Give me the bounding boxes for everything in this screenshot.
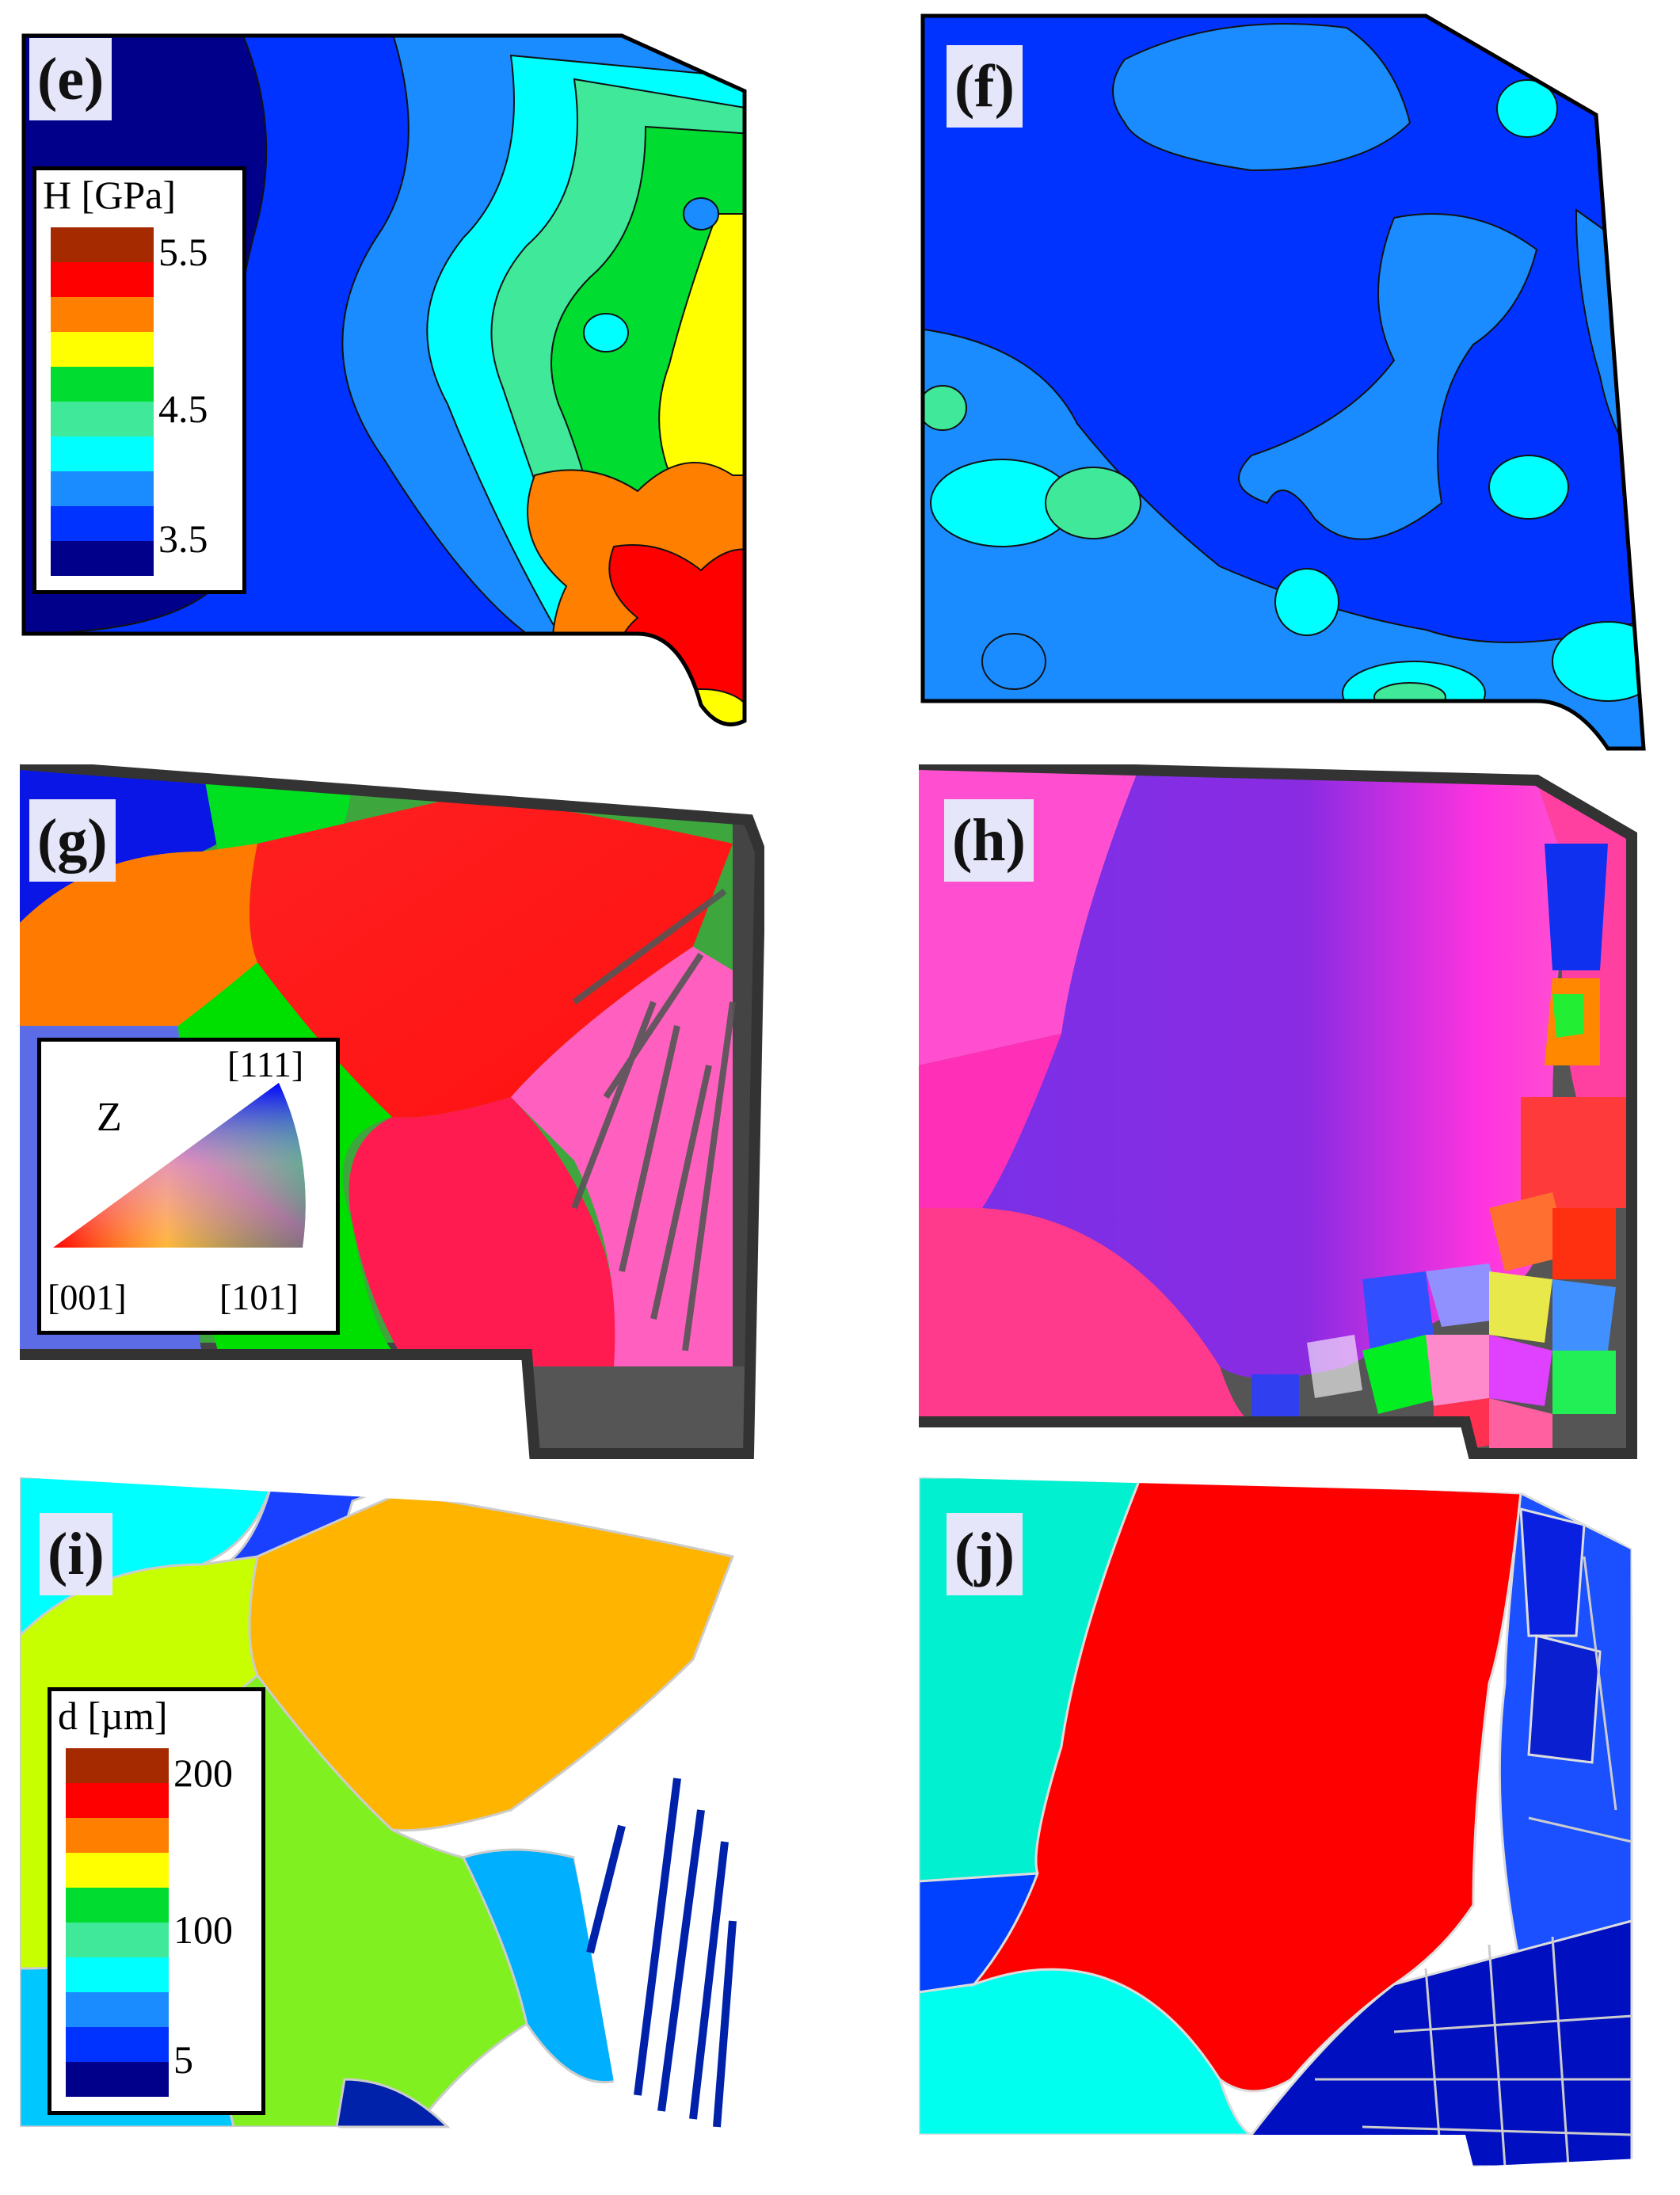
hardness-legend-swatch-0 bbox=[51, 227, 154, 262]
grain-size-map-j bbox=[919, 1477, 1640, 2166]
panel-g-ipf-map: (g) Z [111] [001] [101] bbox=[20, 764, 764, 1461]
grain-size-tick-high: 200 bbox=[173, 1751, 233, 1795]
grain-size-map-i bbox=[20, 1477, 745, 2174]
hardness-legend-title: H [GPa] bbox=[43, 173, 177, 217]
grain-size-legend-swatch-3 bbox=[66, 1853, 169, 1888]
hardness-legend-swatch-4 bbox=[51, 367, 154, 402]
grain-size-legend-swatch-2 bbox=[66, 1818, 169, 1853]
grain-size-legend-swatch-5 bbox=[66, 1923, 169, 1957]
panel-label-i: (i) bbox=[40, 1513, 112, 1595]
panel-h-ipf-map: (h) bbox=[919, 764, 1663, 1461]
panel-label-e: (e) bbox=[29, 38, 112, 120]
grain-size-legend-swatch-7 bbox=[66, 1992, 169, 2027]
ipf-triangle bbox=[53, 1083, 306, 1248]
grain-size-tick-mid: 100 bbox=[173, 1907, 233, 1952]
ipf-legend: Z [111] [001] [101] bbox=[37, 1038, 340, 1335]
ipf-corner-101: [101] bbox=[219, 1277, 299, 1317]
grain-size-legend-swatch-0 bbox=[66, 1748, 169, 1783]
panel-label-h: (h) bbox=[944, 799, 1034, 882]
ipf-axis-label: Z bbox=[97, 1095, 122, 1140]
grain-size-tick-low: 5 bbox=[173, 2037, 193, 2082]
grain-size-legend-title: d [µm] bbox=[58, 1694, 168, 1738]
hardness-legend-swatch-2 bbox=[51, 297, 154, 332]
panel-label-j: (j) bbox=[947, 1513, 1023, 1595]
hardness-tick-high: 5.5 bbox=[158, 230, 208, 274]
grain-size-legend-swatch-8 bbox=[66, 2027, 169, 2062]
hardness-legend-swatch-5 bbox=[51, 402, 154, 436]
hardness-legend: H [GPa] 5.5 4.5 3.5 bbox=[32, 166, 246, 594]
panel-label-g: (g) bbox=[29, 799, 116, 882]
hardness-tick-mid: 4.5 bbox=[158, 387, 208, 431]
hardness-legend-swatch-1 bbox=[51, 262, 154, 297]
grain-size-legend-swatch-9 bbox=[66, 2062, 169, 2097]
grain-size-legend: d [µm] 200 100 5 bbox=[48, 1687, 265, 2115]
hardness-legend-swatch-9 bbox=[51, 541, 154, 576]
hardness-tick-low: 3.5 bbox=[158, 516, 208, 561]
panel-i-grain-size-map: (i) d [µm] 200 100 5 bbox=[20, 1477, 764, 2182]
grain-size-legend-swatch-4 bbox=[66, 1888, 169, 1923]
hardness-legend-swatch-3 bbox=[51, 332, 154, 367]
ipf-corner-001: [001] bbox=[48, 1277, 127, 1317]
panel-e-hardness-map: (e) H [GPa] 5.5 4.5 3.5 bbox=[20, 32, 764, 729]
grain-size-legend-swatch-6 bbox=[66, 1957, 169, 1992]
hardness-legend-swatch-6 bbox=[51, 436, 154, 471]
grain-size-legend-swatch-1 bbox=[66, 1783, 169, 1818]
panel-label-f: (f) bbox=[947, 45, 1023, 128]
ipf-corner-111: [111] bbox=[227, 1044, 304, 1084]
hardness-legend-swatch-7 bbox=[51, 471, 154, 506]
hardness-legend-swatch-8 bbox=[51, 506, 154, 541]
hardness-contour-map-f bbox=[920, 13, 1646, 751]
panel-j-grain-size-map: (j) bbox=[919, 1477, 1663, 2182]
orientation-map-h bbox=[919, 764, 1637, 1459]
panel-f-hardness-map: (f) bbox=[919, 12, 1663, 756]
